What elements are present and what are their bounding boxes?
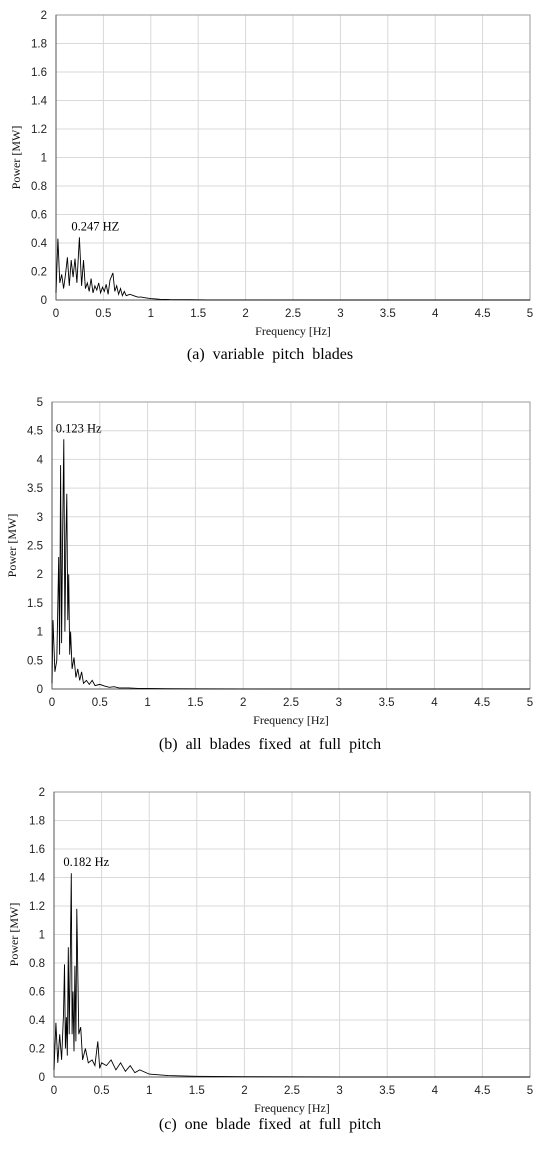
y-tick-label: 0.4 — [29, 1015, 46, 1027]
x-tick-label: 1.5 — [187, 697, 203, 709]
x-tick-label: 3.5 — [380, 308, 396, 320]
x-tick-label: 2 — [241, 1085, 247, 1097]
x-tick-label: 0 — [51, 1085, 57, 1097]
y-tick-label: 4 — [37, 454, 44, 466]
gridlines — [53, 791, 531, 1078]
x-tick-label: 1.5 — [190, 308, 206, 320]
y-tick-label: 1.5 — [27, 598, 43, 610]
x-tick-label: 2.5 — [283, 697, 299, 709]
x-tick-label: 2.5 — [285, 308, 301, 320]
x-tick-label: 1 — [146, 1085, 152, 1097]
y-tick-label: 1.4 — [29, 873, 46, 885]
peak-frequency-annotation: 0.247 HZ — [71, 219, 119, 233]
power-spectrum-line — [55, 237, 530, 301]
y-tick-label: 1 — [37, 627, 43, 639]
x-tick-label: 3.5 — [379, 1085, 395, 1097]
x-tick-label: 4 — [432, 308, 439, 320]
y-tick-label: 0.4 — [31, 238, 48, 250]
x-axis-title: Frequency [Hz] — [254, 1101, 330, 1115]
chart-c-caption: (c) one blade fixed at full pitch — [158, 1116, 382, 1133]
x-tick-label: 4.5 — [474, 697, 490, 709]
x-tick-label: 0.5 — [92, 697, 108, 709]
peak-frequency-annotation: 0.123 Hz — [56, 421, 102, 435]
chart-a-caption: (a) variable pitch blades — [186, 346, 354, 363]
x-tick-label: 0 — [53, 308, 59, 320]
x-tick-label: 4.5 — [474, 1085, 490, 1097]
x-axis-title: Frequency [Hz] — [253, 713, 329, 727]
x-tick-label: 4 — [432, 1085, 439, 1097]
x-tick-label: 4.5 — [475, 308, 491, 320]
x-tick-label: 0.5 — [94, 1085, 110, 1097]
y-tick-label: 0.8 — [29, 958, 45, 970]
x-tick-label: 5 — [527, 308, 533, 320]
x-tick-label: 1.5 — [189, 1085, 205, 1097]
y-tick-label: 1.6 — [31, 67, 47, 79]
y-tick-label: 0.8 — [31, 181, 47, 193]
y-tick-label: 2 — [41, 10, 47, 22]
gridlines — [55, 14, 531, 301]
x-tick-label: 2 — [242, 308, 248, 320]
y-axis-title: Power [MW] — [5, 514, 19, 578]
chart-a-plot: 0 0.5 1 1.5 2 2.5 3 3.5 4 4.5 5 0 0.2 0.4 0.6 0.8 1 1.2 1.… — [9, 10, 533, 338]
x-tick-label: 3.5 — [379, 697, 395, 709]
chart-panel-b: 0 0.5 1 1.5 2 2.5 3 3.5 4 4.5 5 0 0.5 1 1.5 2 2.5 3 3.5 4 4.… — [0, 390, 540, 770]
y-tick-label: 0.6 — [29, 987, 45, 999]
y-tick-label: 0 — [39, 1072, 45, 1084]
chart-panel-c: 0 0.5 1 1.5 2 2.5 3 3.5 4 4.5 5 0 0.2 0.4 0.6 0.8 1 1.2 1.… — [0, 780, 540, 1150]
x-tick-label: 3 — [337, 308, 343, 320]
chart-b-plot: 0 0.5 1 1.5 2 2.5 3 3.5 4 4.5 5 0 0.5 1 1.5 2 2.5 3 3.5 4 4.… — [5, 397, 533, 727]
y-tick-label: 5 — [37, 397, 43, 409]
y-axis-title: Power [MW] — [7, 903, 21, 967]
x-tick-label: 3 — [336, 697, 342, 709]
y-tick-label: 4.5 — [27, 426, 43, 438]
y-tick-label: 0.6 — [31, 210, 47, 222]
x-tick-label: 2 — [240, 697, 246, 709]
y-tick-label: 0.2 — [29, 1044, 45, 1056]
y-tick-label: 1 — [39, 930, 45, 942]
chart-b-caption: (b) all blades fixed at full pitch — [158, 736, 382, 753]
y-tick-label: 3 — [37, 512, 43, 524]
y-tick-label: 1 — [41, 153, 47, 165]
y-tick-label: 0 — [37, 684, 43, 696]
chart-panel-a: 0 0.5 1 1.5 2 2.5 3 3.5 4 4.5 5 0 0.2 0.4 0.6 0.8 1 1.2 1.… — [0, 0, 540, 380]
x-tick-label: 1 — [148, 308, 154, 320]
x-axis-title: Frequency [Hz] — [255, 324, 331, 338]
y-tick-label: 2.5 — [27, 541, 43, 553]
y-tick-label: 1.8 — [29, 816, 45, 828]
y-tick-label: 0 — [41, 295, 47, 307]
x-tick-label: 2.5 — [284, 1085, 300, 1097]
chart-c-plot: 0 0.5 1 1.5 2 2.5 3 3.5 4 4.5 5 0 0.2 0.4 0.6 0.8 1 1.2 1.… — [7, 787, 533, 1115]
x-tick-label: 0.5 — [95, 308, 111, 320]
y-tick-label: 1.6 — [29, 844, 45, 856]
y-tick-label: 1.2 — [29, 901, 45, 913]
x-tick-label: 3 — [336, 1085, 342, 1097]
x-tick-label: 0 — [49, 697, 55, 709]
gridlines — [51, 401, 531, 690]
y-tick-label: 0.2 — [31, 267, 47, 279]
x-tick-label: 4 — [431, 697, 438, 709]
y-tick-label: 0.5 — [27, 655, 43, 667]
peak-frequency-annotation: 0.182 Hz — [63, 855, 109, 869]
y-tick-label: 1.4 — [31, 96, 48, 108]
x-tick-label: 5 — [527, 1085, 533, 1097]
y-tick-label: 1.8 — [31, 39, 47, 51]
power-spectrum-line — [51, 439, 530, 690]
power-spectrum-line — [53, 873, 530, 1078]
y-axis-title: Power [MW] — [9, 126, 23, 190]
y-tick-label: 1.2 — [31, 124, 47, 136]
y-tick-label: 2 — [39, 787, 45, 799]
y-tick-label: 3.5 — [27, 483, 43, 495]
x-tick-label: 1 — [144, 697, 150, 709]
y-tick-label: 2 — [37, 569, 43, 581]
x-tick-label: 5 — [527, 697, 533, 709]
